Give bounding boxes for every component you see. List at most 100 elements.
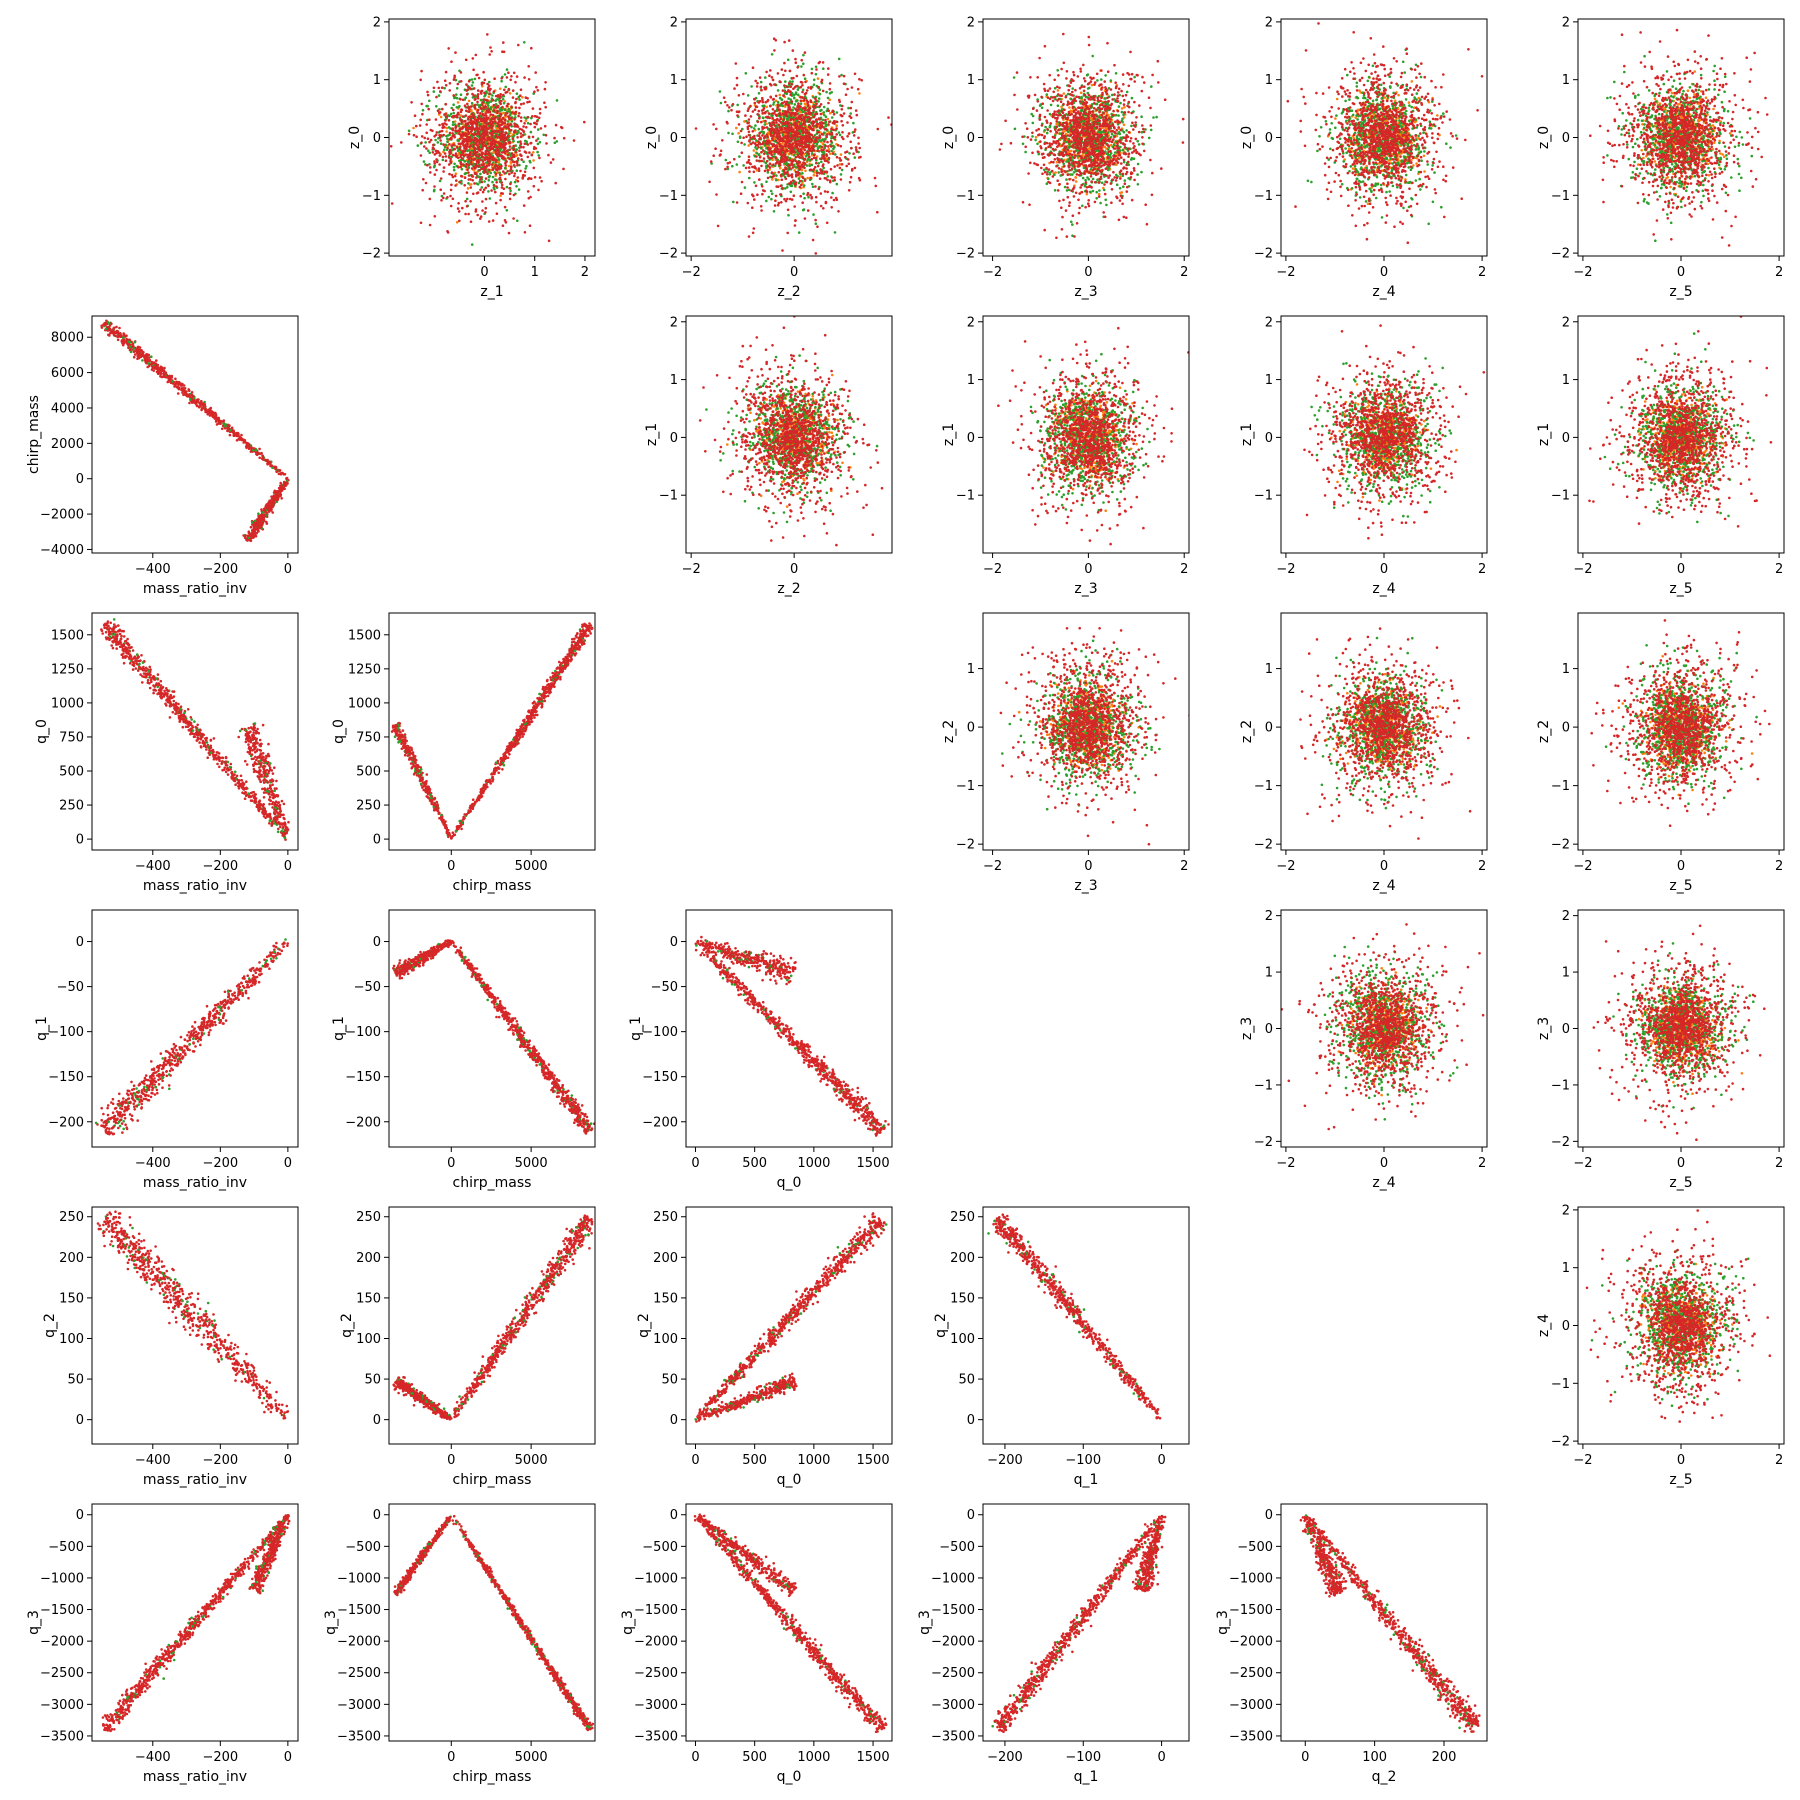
point [769, 132, 772, 135]
point [1115, 163, 1118, 166]
point [780, 98, 784, 101]
point [483, 91, 487, 95]
point [502, 170, 505, 173]
point [817, 187, 821, 191]
point [501, 98, 505, 101]
point [497, 149, 501, 152]
point [521, 134, 525, 137]
point [480, 148, 484, 151]
point [731, 132, 734, 136]
point [461, 206, 464, 210]
point [725, 120, 729, 124]
point [476, 146, 480, 149]
point [498, 173, 502, 177]
point [803, 51, 807, 54]
point [758, 178, 761, 181]
point [463, 140, 466, 143]
point [746, 109, 750, 112]
point [471, 120, 475, 123]
point [523, 122, 526, 125]
point [472, 116, 476, 120]
point [491, 180, 494, 184]
point [487, 157, 491, 161]
point [490, 163, 494, 166]
point [509, 161, 513, 164]
point [486, 102, 489, 105]
point [415, 124, 418, 128]
point [560, 125, 563, 129]
point [757, 100, 761, 104]
point [523, 150, 527, 153]
point [794, 130, 798, 133]
point [731, 103, 735, 106]
point [439, 115, 443, 119]
point [441, 122, 444, 126]
point [510, 171, 513, 174]
point [815, 161, 818, 165]
point [450, 155, 454, 159]
point [855, 113, 859, 117]
point [438, 179, 442, 183]
point [520, 158, 523, 161]
point [808, 155, 811, 159]
point [873, 176, 877, 180]
point [433, 160, 436, 163]
point [487, 220, 491, 223]
point [822, 67, 825, 70]
point [481, 209, 484, 212]
point [846, 158, 850, 161]
point [786, 85, 789, 89]
point [455, 221, 459, 224]
point [452, 143, 456, 146]
point [849, 106, 853, 110]
point [517, 114, 520, 118]
point [803, 158, 806, 162]
point [522, 125, 525, 128]
point [732, 200, 735, 204]
point [726, 104, 729, 107]
point [475, 176, 478, 179]
point [726, 167, 730, 171]
point [1062, 92, 1066, 95]
point [443, 145, 447, 149]
point [449, 160, 453, 164]
point [502, 93, 505, 97]
point [814, 72, 818, 76]
point [814, 140, 817, 143]
point [443, 86, 446, 90]
point [419, 221, 423, 225]
point [538, 176, 542, 179]
point [447, 156, 451, 159]
point [426, 137, 430, 140]
point [479, 134, 482, 138]
point [516, 140, 520, 144]
point [787, 121, 790, 125]
point [766, 176, 770, 180]
point [694, 127, 698, 130]
point [793, 103, 797, 106]
point [807, 115, 810, 119]
point [775, 174, 778, 177]
point [486, 159, 490, 163]
point [796, 164, 800, 168]
point [850, 100, 854, 104]
point [751, 130, 755, 133]
point [474, 138, 478, 142]
point [452, 168, 456, 172]
x-tick-label: 2 [581, 265, 589, 280]
point [483, 180, 486, 183]
point [435, 95, 438, 99]
point [476, 150, 479, 154]
point [463, 172, 467, 176]
point [819, 192, 823, 195]
point [740, 151, 744, 154]
point [466, 137, 469, 140]
point [822, 154, 825, 158]
point [428, 118, 431, 121]
point [827, 101, 830, 105]
point [838, 98, 841, 102]
point [780, 178, 784, 181]
point [799, 130, 803, 134]
point [459, 98, 462, 101]
point [463, 150, 467, 153]
